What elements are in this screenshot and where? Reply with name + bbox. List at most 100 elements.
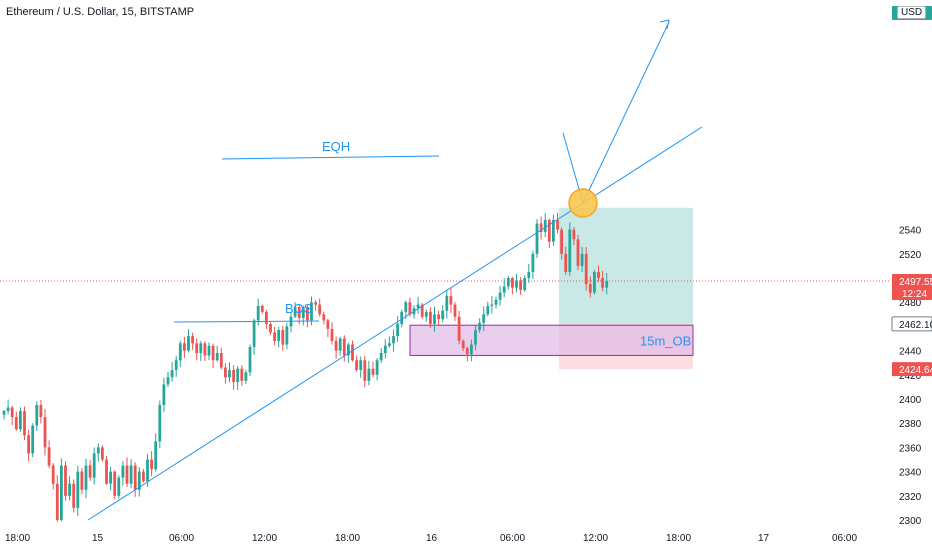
candle[interactable] (252, 320, 256, 347)
eqh-line[interactable] (221, 155, 440, 160)
candle[interactable] (601, 278, 604, 288)
candle[interactable] (170, 369, 174, 378)
trendline[interactable] (87, 126, 703, 521)
candle[interactable] (547, 219, 551, 242)
candle[interactable] (552, 219, 555, 242)
candle[interactable] (203, 343, 207, 356)
candle[interactable] (240, 368, 244, 381)
candle[interactable] (420, 304, 424, 317)
candle[interactable] (178, 343, 182, 361)
candle[interactable] (527, 271, 531, 278)
candle[interactable] (125, 465, 129, 484)
candle[interactable] (150, 459, 153, 470)
candle[interactable] (416, 304, 420, 309)
candle[interactable] (564, 253, 568, 272)
candle[interactable] (580, 253, 584, 266)
candle[interactable] (474, 330, 477, 345)
candle[interactable] (105, 459, 108, 484)
candle[interactable] (219, 353, 223, 368)
candle[interactable] (396, 323, 399, 337)
candle[interactable] (84, 465, 88, 490)
candle[interactable] (342, 338, 346, 356)
candle[interactable] (576, 239, 580, 266)
candle[interactable] (43, 417, 47, 448)
candle[interactable] (408, 302, 412, 315)
candle[interactable] (224, 367, 227, 378)
candle[interactable] (19, 411, 22, 430)
candle[interactable] (269, 323, 272, 333)
candle[interactable] (232, 369, 235, 383)
candle[interactable] (429, 311, 432, 324)
candle[interactable] (121, 465, 125, 478)
candle[interactable] (486, 305, 490, 315)
candle[interactable] (10, 407, 14, 418)
candle[interactable] (109, 471, 112, 484)
candle[interactable] (593, 271, 596, 293)
candle[interactable] (88, 465, 92, 478)
candle[interactable] (154, 441, 158, 470)
candle[interactable] (498, 292, 502, 300)
candle[interactable] (506, 278, 510, 287)
candle[interactable] (183, 343, 186, 351)
candle[interactable] (228, 369, 231, 378)
candle[interactable] (80, 471, 84, 490)
candle[interactable] (392, 336, 395, 344)
candle[interactable] (2, 411, 6, 415)
candle[interactable] (306, 307, 309, 321)
order-block-zone[interactable] (409, 324, 694, 356)
candle[interactable] (400, 311, 404, 324)
candle[interactable] (588, 284, 592, 293)
candle[interactable] (133, 465, 137, 490)
candle[interactable] (453, 304, 457, 317)
candle[interactable] (166, 377, 170, 385)
candle[interactable] (301, 307, 305, 318)
candle[interactable] (465, 348, 469, 355)
candle[interactable] (256, 305, 260, 321)
candle[interactable] (244, 372, 248, 381)
candle[interactable] (560, 229, 563, 254)
candle[interactable] (322, 314, 326, 321)
candle[interactable] (96, 447, 100, 454)
candle[interactable] (191, 336, 194, 344)
candle[interactable] (359, 360, 363, 370)
candle[interactable] (310, 302, 313, 321)
projection-path[interactable] (562, 21, 670, 205)
candle[interactable] (572, 229, 576, 240)
candle[interactable] (101, 447, 104, 460)
candle[interactable] (502, 286, 506, 293)
candle[interactable] (351, 344, 354, 361)
candle[interactable] (265, 311, 268, 324)
candle[interactable] (72, 483, 76, 508)
candle[interactable] (511, 278, 514, 288)
candle[interactable] (461, 340, 465, 349)
candle[interactable] (597, 271, 600, 278)
candle[interactable] (367, 368, 371, 381)
candle[interactable] (92, 453, 96, 478)
candle[interactable] (383, 345, 387, 354)
candle[interactable] (449, 296, 453, 305)
candle[interactable] (129, 465, 133, 484)
candle[interactable] (515, 280, 518, 288)
candle[interactable] (605, 280, 609, 288)
entry-marker[interactable] (568, 188, 598, 218)
candle[interactable] (584, 253, 588, 285)
candle[interactable] (363, 360, 367, 381)
candle[interactable] (314, 302, 317, 305)
candle[interactable] (76, 471, 80, 508)
candle[interactable] (195, 343, 199, 354)
candle[interactable] (424, 311, 428, 317)
candle[interactable] (285, 326, 289, 345)
candle[interactable] (297, 307, 301, 318)
candle[interactable] (556, 219, 559, 230)
candle[interactable] (60, 465, 63, 520)
candle[interactable] (68, 483, 71, 496)
candle[interactable] (199, 343, 203, 354)
candle[interactable] (379, 353, 383, 361)
candle[interactable] (55, 483, 59, 520)
candle[interactable] (27, 435, 30, 454)
candle[interactable] (375, 360, 379, 375)
candle[interactable] (117, 477, 121, 496)
candle[interactable] (47, 447, 51, 466)
candle[interactable] (187, 336, 190, 351)
